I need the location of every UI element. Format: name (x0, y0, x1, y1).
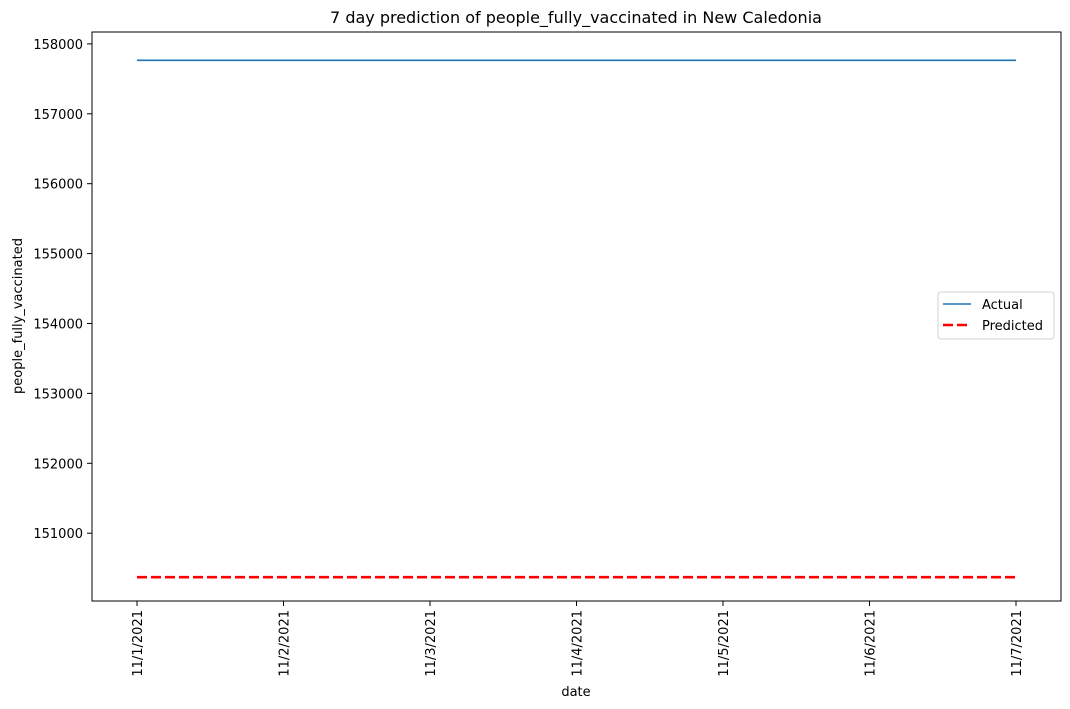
x-axis: 11/1/2021 11/2/2021 11/3/2021 11/4/2021 11/5… (131, 601, 1025, 677)
y-tick-label: 158000 (33, 38, 83, 53)
x-tick-label: 11/4/2021 (571, 610, 586, 677)
y-axis: 151000 152000 153000 154000 155000 156000 1570… (33, 38, 92, 542)
y-tick-label: 156000 (33, 178, 83, 193)
legend-label-predicted: Predicted (982, 319, 1043, 334)
y-tick-label: 157000 (33, 108, 83, 123)
x-tick-label: 11/6/2021 (864, 610, 879, 677)
legend-label-actual: Actual (982, 298, 1023, 313)
y-tick-label: 153000 (33, 387, 83, 402)
series-lines (137, 59, 1016, 579)
legend: Actual Predicted (937, 291, 1055, 340)
x-axis-label: date (561, 685, 590, 700)
y-tick-label: 151000 (33, 527, 83, 542)
y-tick-label: 155000 (33, 248, 83, 263)
x-tick-label: 11/5/2021 (717, 610, 732, 677)
plot-frame (91, 31, 1062, 602)
x-tick-label: 11/2/2021 (278, 610, 293, 677)
x-tick-label: 11/3/2021 (424, 610, 439, 677)
x-tick-label: 11/7/2021 (1010, 610, 1025, 677)
y-tick-label: 154000 (33, 317, 83, 332)
y-axis-label: people_fully_vaccinated (11, 238, 26, 394)
y-tick-label: 152000 (33, 457, 83, 472)
x-tick-label: 11/1/2021 (131, 610, 146, 677)
chart-title: 7 day prediction of people_fully_vaccina… (330, 8, 822, 28)
